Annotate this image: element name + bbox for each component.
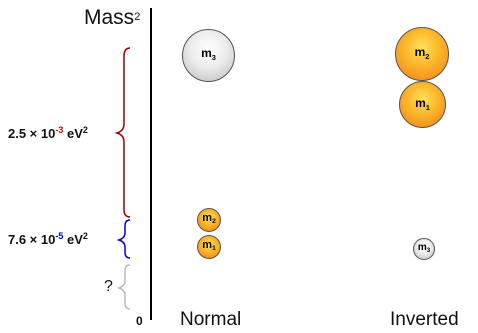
inverted-m1-ball: m1 [399, 81, 446, 128]
axis-title-exponent: 2 [134, 11, 141, 23]
normal-m2-label: m2 [198, 212, 220, 226]
mass-axis-line [150, 8, 152, 320]
inverted-m3-label: m3 [414, 242, 434, 255]
inverted-m3-ball: m3 [413, 238, 435, 260]
normal-m1-ball: m1 [197, 235, 221, 259]
normal-m1-label: m1 [198, 239, 220, 253]
inverted-m3-letter: m [417, 242, 427, 253]
small-splitting-base: 7.6 × 10 [8, 232, 56, 247]
large-splitting-base: 2.5 × 10 [8, 126, 56, 141]
inverted-m2-ball: m2 [395, 27, 449, 81]
large-splitting-label: 2.5 × 10-3 eV2 [8, 125, 88, 141]
normal-m1-letter: m [202, 239, 212, 251]
small-splitting-brace [116, 219, 131, 259]
inverted-m1-label: m1 [400, 96, 445, 112]
inverted-m2-label: m2 [396, 45, 448, 61]
normal-m3-index: 3 [211, 52, 216, 62]
inverted-m1-letter: m [415, 96, 426, 110]
inverted-m3-index: 3 [426, 247, 431, 255]
small-splitting-unit-exponent: 2 [82, 231, 88, 241]
unknown-scale-brace [116, 264, 131, 310]
small-splitting-label: 7.6 × 10-5 eV2 [8, 231, 88, 247]
inverted-m2-letter: m [414, 45, 426, 59]
large-splitting-brace [114, 47, 131, 218]
axis-title: Mass2 [84, 6, 140, 30]
normal-m2-index: 2 [211, 218, 216, 226]
axis-zero-label: 0 [136, 314, 143, 328]
normal-hierarchy-label: Normal [180, 309, 242, 330]
small-splitting-unit: eV [63, 232, 83, 247]
normal-m3-label: m3 [183, 46, 234, 62]
large-splitting-exponent: -3 [55, 125, 64, 135]
large-splitting-unit: eV [63, 126, 83, 141]
normal-m2-ball: m2 [197, 208, 221, 232]
large-splitting-unit-exponent: 2 [82, 125, 88, 135]
inverted-m1-index: 1 [425, 102, 430, 112]
normal-m3-letter: m [201, 46, 212, 60]
axis-title-text: Mass [84, 6, 135, 29]
normal-m2-letter: m [202, 212, 212, 224]
normal-m1-index: 1 [211, 245, 216, 253]
small-splitting-exponent: -5 [55, 231, 64, 241]
normal-m3-ball: m3 [182, 29, 235, 82]
inverted-hierarchy-label: Inverted [390, 309, 459, 330]
inverted-m2-index: 2 [425, 51, 430, 61]
unknown-scale-label: ? [104, 278, 113, 295]
